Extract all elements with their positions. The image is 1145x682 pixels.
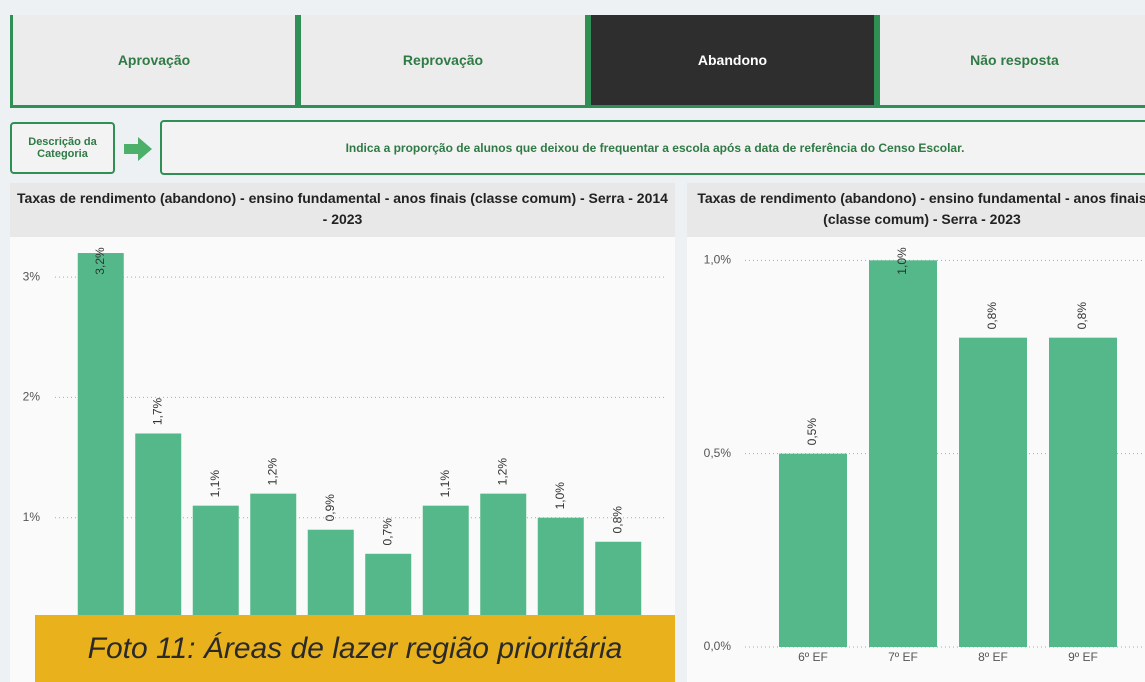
chart: 0,0% 0,5% 1,0% 6º EF 0,5% 7º EF 1,0% 8º EF 0,8% 9… xyxy=(704,247,1145,664)
data-label: 0,9% xyxy=(323,494,337,522)
data-label: 0,5% xyxy=(805,418,819,446)
data-label: 3,2% xyxy=(93,247,107,275)
y-tick-label: 0,0% xyxy=(704,639,732,653)
data-label: 1,1% xyxy=(438,470,452,498)
y-tick-label: 3% xyxy=(23,269,41,283)
bar xyxy=(959,337,1027,647)
data-label: 0,8% xyxy=(985,302,999,330)
bar xyxy=(779,453,847,647)
bar xyxy=(250,493,297,638)
y-tick-label: 2% xyxy=(23,390,41,404)
tab[interactable]: Não resposta xyxy=(877,15,1145,108)
arrow xyxy=(124,137,152,161)
data-label: 0,7% xyxy=(380,518,394,546)
x-tick-label: 8º EF xyxy=(978,650,1008,664)
chart-panel: Taxas de rendimento (abandono) - ensino … xyxy=(687,183,1145,682)
x-tick-label: 9º EF xyxy=(1068,650,1098,664)
x-tick-label: 6º EF xyxy=(798,650,828,664)
data-label: 1,0% xyxy=(553,482,567,510)
data-label: 1,2% xyxy=(495,458,509,486)
data-label: 1,1% xyxy=(208,470,222,498)
tab[interactable]: Abandono xyxy=(588,15,877,108)
data-label: 1,2% xyxy=(265,458,279,486)
data-label: 0,8% xyxy=(610,506,624,534)
caption: Foto 11: Áreas de lazer região prioritár… xyxy=(35,615,675,682)
chart-title: Taxas de rendimento (abandono) - ensino … xyxy=(10,183,675,237)
description-text: Indica a proporção de alunos que deixou … xyxy=(160,120,1145,175)
bar xyxy=(480,493,527,638)
data-label: 1,7% xyxy=(150,397,164,425)
bar xyxy=(135,433,182,638)
data-label: 0,8% xyxy=(1075,302,1089,330)
chart-title: Taxas de rendimento (abandono) - ensino … xyxy=(687,183,1145,237)
bar xyxy=(1049,337,1117,647)
description-label: Descrição da Categoria xyxy=(10,122,115,174)
y-tick-label: 1% xyxy=(23,510,41,524)
tab[interactable]: Reprovação xyxy=(298,15,588,108)
bar xyxy=(77,253,124,638)
tab[interactable]: Aprovação xyxy=(10,15,298,108)
x-tick-label: 7º EF xyxy=(888,650,918,664)
chart-panel: Taxas de rendimento (abandono) - ensino … xyxy=(10,183,675,682)
y-tick-label: 1,0% xyxy=(704,253,732,267)
data-label: 1,0% xyxy=(895,247,909,275)
y-tick-label: 0,5% xyxy=(704,446,732,460)
bar xyxy=(869,260,937,647)
